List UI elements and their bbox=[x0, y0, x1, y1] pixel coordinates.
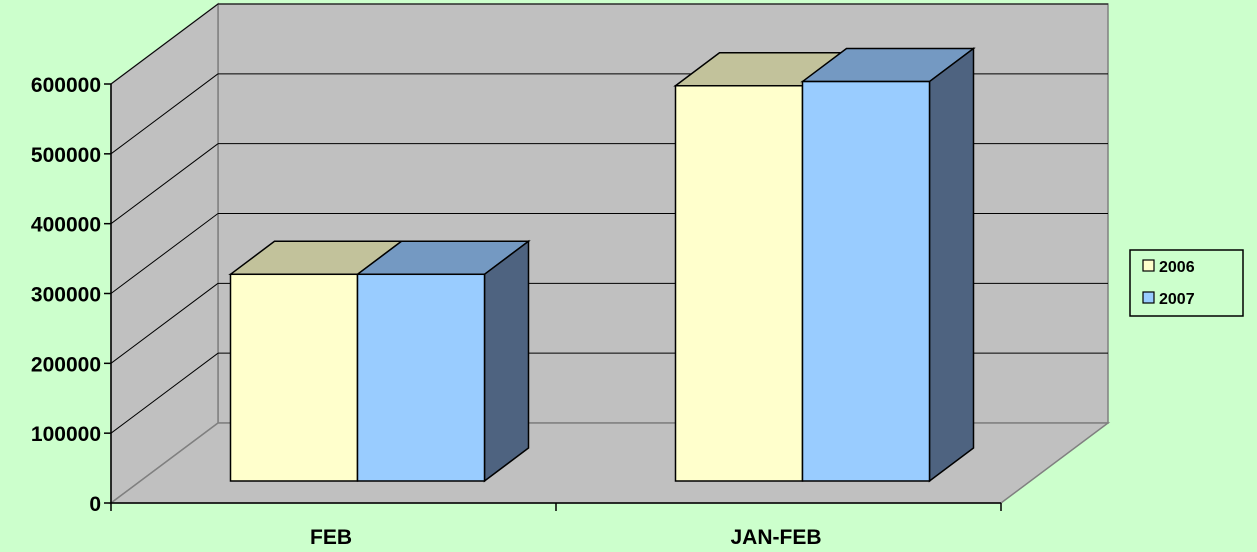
x-tick-label: JAN-FEB bbox=[730, 526, 821, 549]
gridline bbox=[110, 282, 219, 364]
bar-side bbox=[928, 47, 975, 483]
gridline bbox=[110, 143, 219, 225]
legend-label-2007: 2007 bbox=[1159, 291, 1195, 308]
bar bbox=[674, 84, 804, 482]
legend-label-2006: 2006 bbox=[1159, 259, 1195, 276]
bar bbox=[356, 273, 486, 482]
y-tick-label: 200000 bbox=[31, 353, 101, 376]
y-tick-label: 500000 bbox=[31, 144, 101, 167]
bar bbox=[801, 80, 931, 482]
y-tick-label: 0 bbox=[89, 493, 101, 516]
bar-side bbox=[483, 239, 530, 483]
x-ticks bbox=[110, 503, 1002, 511]
gridline bbox=[110, 213, 219, 294]
y-tick-label: 600000 bbox=[31, 74, 101, 97]
legend: 2006 2007 bbox=[1129, 249, 1244, 317]
gridline bbox=[110, 73, 219, 155]
bar bbox=[229, 273, 359, 482]
gridline bbox=[110, 3, 219, 85]
y-tick-label: 300000 bbox=[31, 284, 101, 307]
y-tick-label: 400000 bbox=[31, 214, 101, 237]
legend-swatch-2007 bbox=[1142, 291, 1155, 304]
y-ticks: 0 100000 200000 300000 400000 500000 600000 bbox=[31, 74, 111, 516]
y-tick-label: 100000 bbox=[31, 423, 101, 446]
gridline bbox=[110, 352, 219, 434]
x-labels: FEB JAN-FEB bbox=[310, 526, 822, 549]
bars bbox=[228, 47, 976, 483]
x-tick-label: FEB bbox=[310, 526, 352, 549]
legend-swatch-2006 bbox=[1142, 259, 1155, 272]
